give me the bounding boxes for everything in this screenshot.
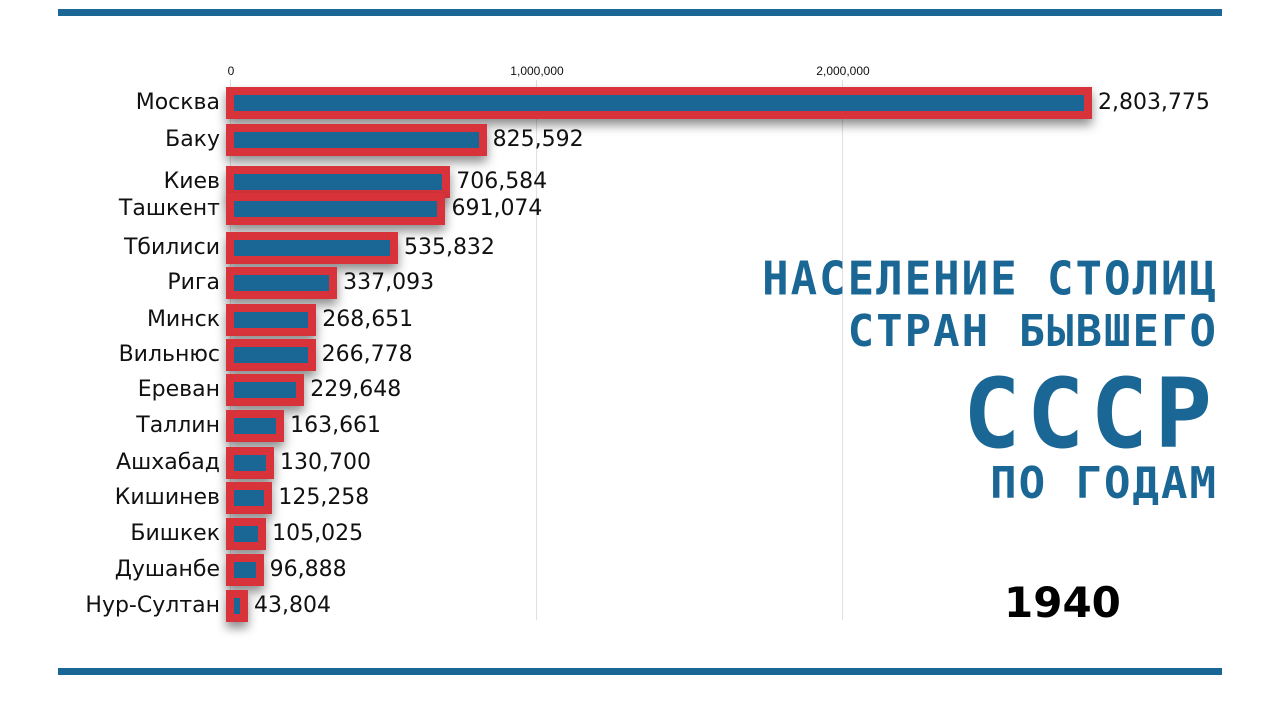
- bar-fill: [234, 275, 330, 291]
- bar-value: 825,592: [492, 127, 584, 152]
- bar-value: 691,074: [451, 196, 543, 221]
- bar: [226, 410, 285, 442]
- bar-label: Рига: [167, 270, 220, 295]
- bar: [226, 554, 264, 586]
- bar-fill: [234, 418, 277, 434]
- top-rule: [58, 9, 1222, 16]
- bar-value: 105,025: [272, 521, 364, 546]
- bar: [226, 166, 451, 198]
- bar-fill: [234, 526, 259, 542]
- bar-value: 337,093: [343, 270, 435, 295]
- bar-fill: [234, 95, 1084, 111]
- bar-value: 125,258: [278, 485, 370, 510]
- bar-value: 2,803,775: [1097, 90, 1210, 115]
- title-line-3: СССР: [962, 358, 1218, 470]
- bar: [226, 590, 248, 622]
- bar-value: 266,778: [321, 342, 413, 367]
- bar-label: Таллин: [136, 413, 220, 438]
- bar-value: 229,648: [310, 377, 402, 402]
- bar-value: 130,700: [279, 450, 371, 475]
- bar-value: 535,832: [403, 235, 495, 260]
- bar-label: Баку: [165, 127, 220, 152]
- tick-label: 1,000,000: [510, 64, 564, 78]
- bar-label: Кишинев: [114, 485, 220, 510]
- bar-label: Нур-Султан: [85, 593, 220, 618]
- bottom-rule: [58, 668, 1222, 675]
- bar-fill: [234, 562, 256, 578]
- bar-fill: [234, 174, 443, 190]
- bar: [226, 339, 316, 371]
- bar: [226, 87, 1092, 119]
- gridline-1m: [536, 80, 537, 620]
- title-line-4: ПО ГОДАМ: [990, 458, 1218, 509]
- bar: [226, 124, 487, 156]
- year-label: 1940: [1004, 578, 1121, 627]
- gridline-2m: [842, 80, 843, 620]
- bar: [226, 267, 338, 299]
- bar-label: Киев: [163, 169, 220, 194]
- bar-fill: [234, 490, 265, 506]
- bar-fill: [234, 455, 266, 471]
- bar-label: Вильнюс: [118, 342, 220, 367]
- bar-value: 706,584: [456, 169, 548, 194]
- bar-fill: [234, 347, 308, 363]
- bar-fill: [234, 312, 309, 328]
- tick-label: 0: [227, 64, 235, 78]
- bar-value: 268,651: [322, 307, 414, 332]
- bar-label: Минск: [146, 307, 220, 332]
- bar: [226, 447, 274, 479]
- bar-label: Душанбе: [114, 557, 220, 582]
- bar-label: Ташкент: [118, 196, 220, 221]
- bar-label: Москва: [135, 90, 220, 115]
- bar-label: Тбилиси: [123, 235, 220, 260]
- bar-fill: [234, 598, 240, 614]
- bar: [226, 304, 317, 336]
- bar: [226, 374, 305, 406]
- bar-label: Ереван: [137, 377, 220, 402]
- tick-label: 2,000,000: [816, 64, 870, 78]
- bar-value: 43,804: [254, 593, 331, 618]
- bar-fill: [234, 132, 479, 148]
- bar-fill: [234, 240, 390, 256]
- bar-label: Бишкек: [130, 521, 220, 546]
- title-line-1: НАСЕЛЕНИЕ СТОЛИЦ: [762, 252, 1218, 307]
- bar-value: 163,661: [290, 413, 382, 438]
- bar: [226, 518, 267, 550]
- bar-fill: [234, 201, 438, 217]
- bar: [226, 232, 398, 264]
- title-line-2: СТРАН БЫВШЕГО: [847, 306, 1218, 357]
- bar-label: Ашхабад: [116, 450, 220, 475]
- bar: [226, 193, 446, 225]
- bar-fill: [234, 382, 297, 398]
- bar: [226, 482, 273, 514]
- bar-value: 96,888: [269, 557, 347, 582]
